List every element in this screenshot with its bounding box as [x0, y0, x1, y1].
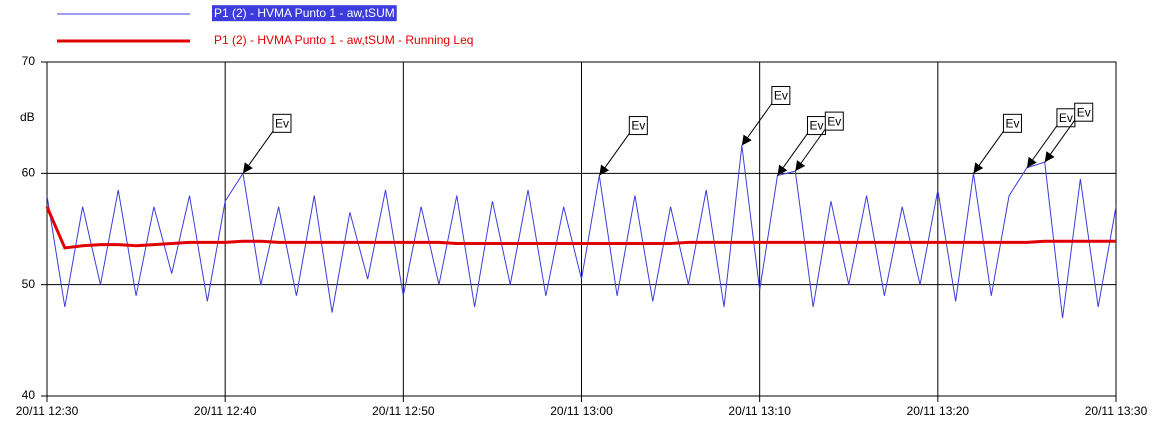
- y-tick-label: 60: [22, 166, 36, 180]
- annotation-label: Ev: [275, 117, 289, 131]
- annotation-label: Ev: [809, 119, 823, 133]
- y-axis-label: dB: [20, 110, 35, 124]
- annotation-label: Ev: [774, 89, 788, 103]
- x-tick-label: 20/11 13:30: [1085, 404, 1148, 418]
- annotation-arrow: [741, 103, 773, 146]
- y-tick-label: 40: [22, 388, 36, 402]
- x-tick-label: 20/11 13:10: [728, 404, 791, 418]
- annotation-arrow: [973, 131, 1004, 174]
- annotation-arrow: [242, 131, 274, 174]
- annotation-label: Ev: [1059, 111, 1073, 125]
- series-line: [46, 145, 1117, 319]
- annotation-arrow: [794, 128, 826, 172]
- annotation-box: [824, 111, 844, 131]
- annotation-box: [628, 116, 648, 136]
- annotation-arrow: [777, 133, 808, 176]
- legend-label: P1 (2) - HVMA Punto 1 - aw,tSUM - Runnin…: [214, 33, 473, 47]
- y-tick-label: 70: [22, 54, 36, 68]
- annotation-arrow: [598, 133, 630, 176]
- x-tick-label: 20/11 12:50: [372, 404, 435, 418]
- annotation-label: Ev: [1005, 117, 1019, 131]
- x-tick-label: 20/11 13:20: [907, 404, 970, 418]
- legend-label: P1 (2) - HVMA Punto 1 - aw,tSUM: [214, 6, 395, 20]
- series-line: [45, 206, 1116, 250]
- annotation-arrow: [1026, 125, 1058, 169]
- annotation-box: [1002, 113, 1022, 133]
- annotation-label: Ev: [1077, 105, 1091, 119]
- annotation-arrow: [1044, 119, 1076, 163]
- x-tick-label: 20/11 12:30: [16, 404, 79, 418]
- y-tick-label: 50: [22, 277, 36, 291]
- x-tick-label: 20/11 12:40: [194, 404, 257, 418]
- annotation-label: Ev: [827, 114, 841, 128]
- annotation-box: [272, 113, 292, 133]
- x-tick-label: 20/11 13:00: [550, 404, 613, 418]
- annotation-box: [771, 86, 791, 105]
- legend-highlight: [212, 5, 397, 22]
- annotation-box: [1074, 102, 1094, 122]
- annotation-label: Ev: [631, 119, 645, 133]
